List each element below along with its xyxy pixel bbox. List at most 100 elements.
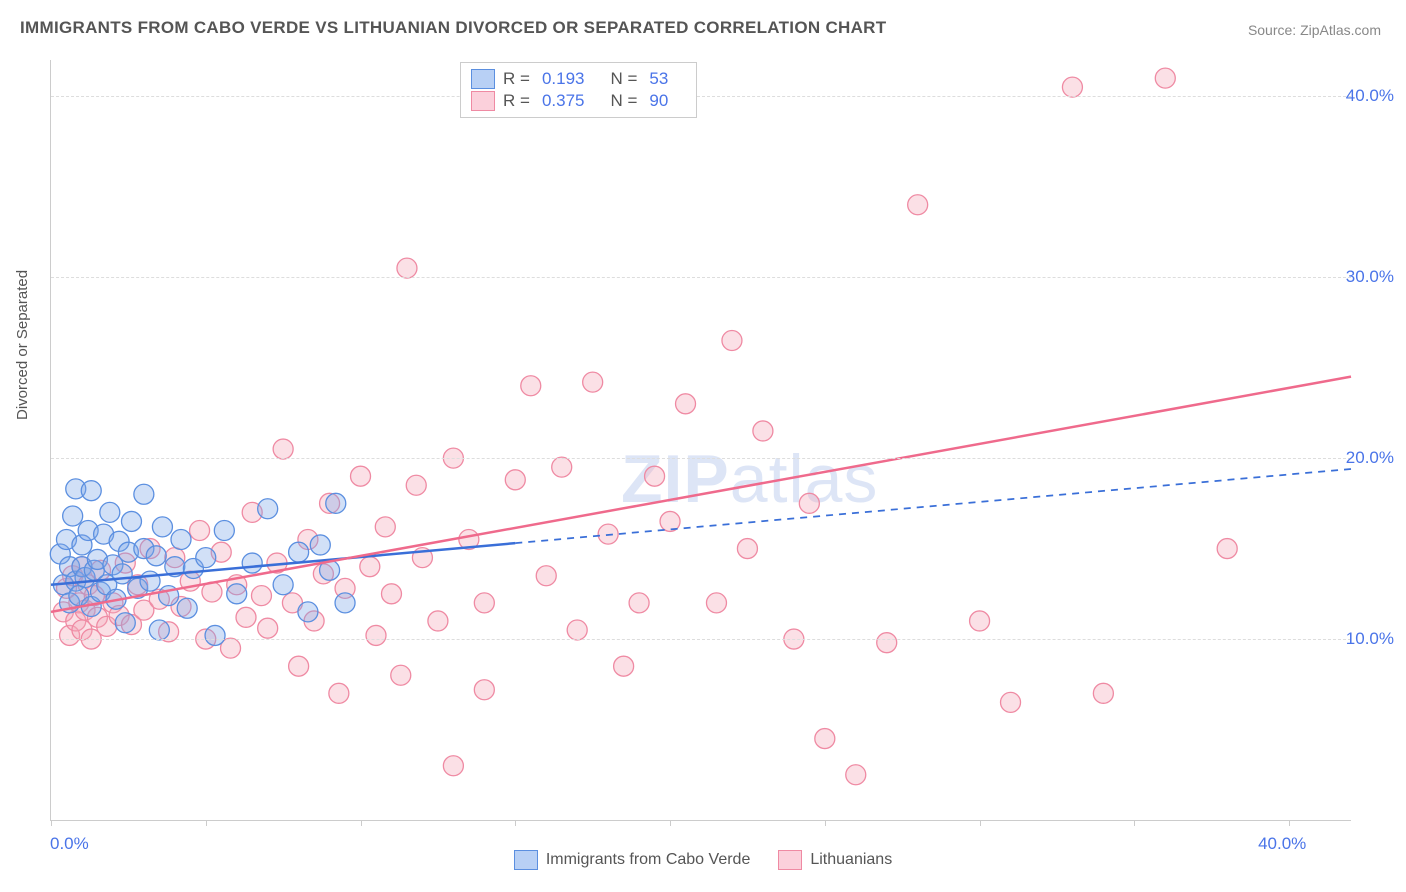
x-tick [1134, 820, 1135, 826]
data-point-lith [375, 517, 395, 537]
legend-n-label: N = [610, 69, 637, 89]
data-point-lith [908, 195, 928, 215]
legend-swatch-lith [471, 91, 495, 111]
legend-n-label: N = [610, 91, 637, 111]
data-point-cabo [196, 548, 216, 568]
y-tick-label: 40.0% [1346, 86, 1394, 106]
y-tick-label: 30.0% [1346, 267, 1394, 287]
x-tick [980, 820, 981, 826]
x-tick [515, 820, 516, 826]
x-tick [361, 820, 362, 826]
gridline [51, 96, 1351, 97]
data-point-lith [190, 520, 210, 540]
x-tick-label: 40.0% [1258, 834, 1306, 854]
legend-n-value: 53 [649, 69, 668, 89]
data-point-lith [645, 466, 665, 486]
y-axis-label: Divorced or Separated [14, 270, 31, 420]
data-point-lith [1155, 68, 1175, 88]
scatter-svg [51, 60, 1351, 820]
data-point-cabo [273, 575, 293, 595]
x-tick [670, 820, 671, 826]
data-point-lith [505, 470, 525, 490]
data-point-lith [1217, 539, 1237, 559]
data-point-lith [474, 680, 494, 700]
x-tick [206, 820, 207, 826]
plot-area: ZIPatlas [50, 60, 1351, 821]
x-tick [825, 820, 826, 826]
data-point-lith [753, 421, 773, 441]
data-point-lith [351, 466, 371, 486]
data-point-cabo [121, 511, 141, 531]
data-point-lith [676, 394, 696, 414]
data-point-lith [799, 493, 819, 513]
data-point-lith [629, 593, 649, 613]
data-point-cabo [227, 584, 247, 604]
data-point-lith [877, 633, 897, 653]
regression-line-lith [51, 377, 1351, 612]
data-point-cabo [214, 520, 234, 540]
source-attribution: Source: ZipAtlas.com [1248, 22, 1381, 38]
data-point-cabo [177, 598, 197, 618]
legend-row: R = 0.375 N = 90 [471, 90, 686, 112]
data-point-lith [970, 611, 990, 631]
data-point-lith [815, 729, 835, 749]
data-point-lith [428, 611, 448, 631]
legend-n-value: 90 [649, 91, 668, 111]
data-point-lith [236, 607, 256, 627]
data-point-cabo [149, 620, 169, 640]
data-point-lith [706, 593, 726, 613]
data-point-lith [289, 656, 309, 676]
data-point-lith [614, 656, 634, 676]
data-point-lith [397, 258, 417, 278]
legend-row: R = 0.193 N = 53 [471, 68, 686, 90]
data-point-cabo [242, 553, 262, 573]
data-point-lith [391, 665, 411, 685]
data-point-lith [366, 625, 386, 645]
data-point-cabo [115, 613, 135, 633]
data-point-lith [258, 618, 278, 638]
data-point-cabo [152, 517, 172, 537]
chart-title: IMMIGRANTS FROM CABO VERDE VS LITHUANIAN… [20, 18, 886, 38]
data-point-cabo [310, 535, 330, 555]
x-tick [51, 820, 52, 826]
data-point-lith [552, 457, 572, 477]
legend-r-value: 0.375 [542, 91, 585, 111]
data-point-lith [722, 330, 742, 350]
data-point-cabo [81, 481, 101, 501]
data-point-lith [737, 539, 757, 559]
y-tick-label: 10.0% [1346, 629, 1394, 649]
gridline [51, 458, 1351, 459]
data-point-lith [381, 584, 401, 604]
x-tick-label: 0.0% [50, 834, 89, 854]
data-point-cabo [146, 546, 166, 566]
legend-label: Lithuanians [810, 851, 892, 869]
data-point-lith [1093, 683, 1113, 703]
data-point-cabo [298, 602, 318, 622]
data-point-cabo [258, 499, 278, 519]
legend-r-label: R = [503, 91, 530, 111]
legend-r-label: R = [503, 69, 530, 89]
data-point-lith [406, 475, 426, 495]
data-point-cabo [63, 506, 83, 526]
data-point-cabo [289, 542, 309, 562]
data-point-cabo [171, 530, 191, 550]
legend-swatch-lith [778, 850, 802, 870]
data-point-cabo [205, 625, 225, 645]
data-point-lith [443, 756, 463, 776]
data-point-cabo [335, 593, 355, 613]
data-point-lith [1062, 77, 1082, 97]
data-point-cabo [112, 564, 132, 584]
data-point-lith [846, 765, 866, 785]
data-point-cabo [326, 493, 346, 513]
data-point-lith [360, 557, 380, 577]
legend-item-lith: Lithuanians [778, 850, 892, 870]
series-legend: Immigrants from Cabo Verde Lithuanians [0, 850, 1406, 870]
legend-swatch-cabo [514, 850, 538, 870]
y-tick-label: 20.0% [1346, 448, 1394, 468]
data-point-cabo [100, 502, 120, 522]
legend-swatch-cabo [471, 69, 495, 89]
data-point-lith [536, 566, 556, 586]
x-tick [1289, 820, 1290, 826]
data-point-lith [251, 586, 271, 606]
legend-label: Immigrants from Cabo Verde [546, 851, 751, 869]
